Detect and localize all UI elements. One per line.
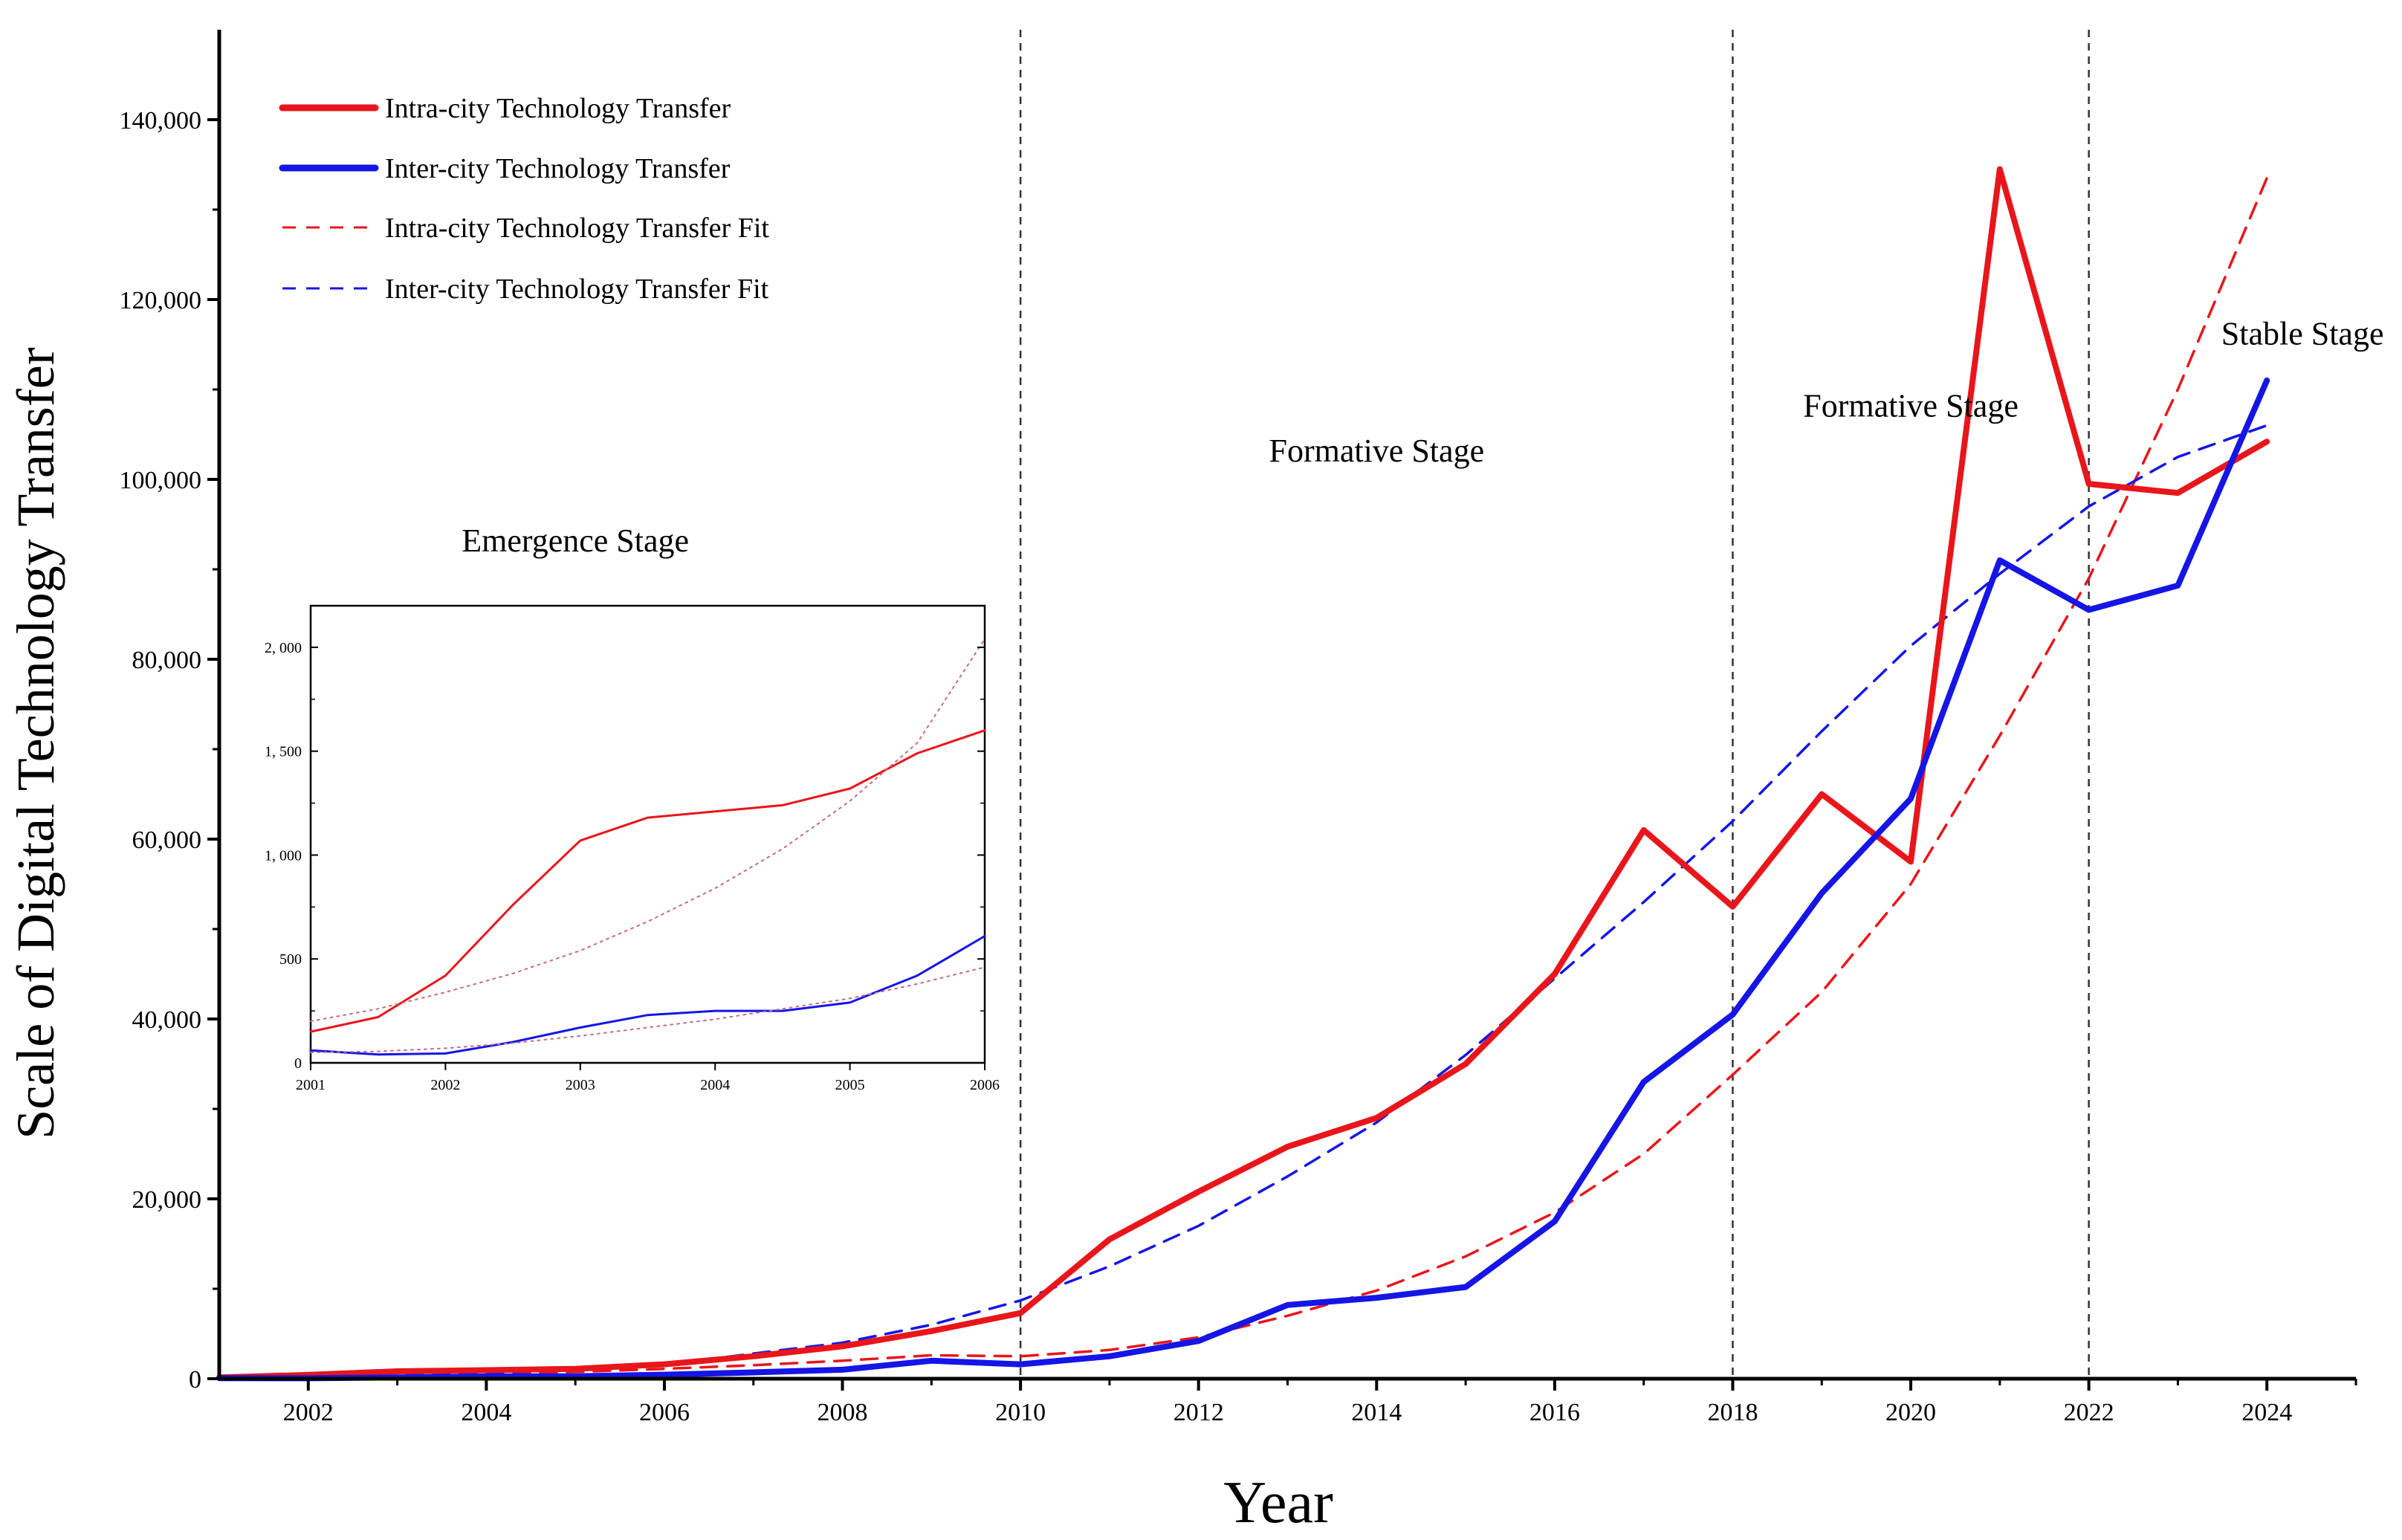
series-line-1 (216, 377, 2270, 1382)
x-tick-label-2014: 2014 (1351, 1399, 1402, 1426)
legend-label-0: Intra-city Technology Transfer (385, 93, 731, 124)
inset-y-tick-label: 0 (294, 1055, 302, 1072)
fit-lines (218, 176, 2268, 1380)
x-tick-label-2020: 2020 (1885, 1399, 1936, 1426)
y-tick-label: 120,000 (120, 287, 202, 314)
inset-y-tick-label: 1, 500 (265, 744, 302, 760)
stage-label-0: Emergence Stage (462, 522, 689, 559)
inset-x-tick-label: 2006 (970, 1077, 1000, 1093)
y-axis-title: Scale of Digital Technology Transfer (6, 347, 65, 1139)
inset-y-tick-label: 2, 000 (265, 640, 302, 656)
inset-x-tick-label: 2002 (430, 1077, 460, 1093)
y-tick-label: 80,000 (132, 647, 202, 674)
data-lines (216, 166, 2270, 1382)
x-tick-label-2022: 2022 (2064, 1399, 2114, 1426)
stage-label-2: Formative Stage (1803, 387, 2019, 424)
x-tick-label-2018: 2018 (1707, 1399, 1758, 1426)
stage-label-1: Formative Stage (1269, 433, 1484, 469)
series-line-2 (218, 176, 2268, 1380)
x-tick-label-2006: 2006 (639, 1399, 690, 1426)
y-tick-label: 0 (189, 1366, 201, 1394)
series-line-0 (216, 166, 2270, 1381)
inset-x-tick-label: 2001 (296, 1077, 326, 1093)
x-tick-label-2024: 2024 (2241, 1399, 2292, 1426)
inset-series-line-1 (309, 935, 986, 1056)
legend-label-1: Inter-city Technology Transfer (385, 153, 731, 184)
stage-label-3: Stable Stage (2221, 316, 2384, 352)
y-tick-label: 20,000 (132, 1186, 202, 1214)
series-line-3 (218, 424, 2268, 1380)
x-tick-label-2016: 2016 (1529, 1399, 1580, 1426)
x-tick-label-2012: 2012 (1174, 1399, 1224, 1426)
inset-x-tick-label: 2005 (835, 1077, 865, 1093)
y-tick-label: 60,000 (132, 826, 202, 854)
tick-labels: 2002 2004 2006 2008 2010 2012 2014 2016 2018 2020… (120, 107, 2357, 1426)
y-tick-label: 40,000 (132, 1006, 202, 1034)
legend-label-2: Intra-city Technology Transfer Fit (385, 213, 769, 244)
x-tick-label-2008: 2008 (818, 1399, 868, 1426)
y-tick-label: 140,000 (120, 107, 202, 135)
y-tick-label: 100,000 (120, 467, 202, 494)
x-tick-label-2010: 2010 (995, 1399, 1046, 1426)
stage-divider-lines (1019, 30, 2090, 1379)
stage-annotations: Emergence Stage Formative Stage Formative … (462, 316, 2383, 559)
inset-series-line-2 (310, 638, 985, 1023)
inset-y-tick-label: 500 (279, 951, 302, 968)
inset-series-line-0 (309, 729, 986, 1033)
inset-frame-box (309, 604, 986, 1064)
inset-y-tick-label: 1, 000 (265, 847, 302, 864)
inset-chart (309, 604, 986, 1064)
inset-x-tick-label: 2003 (566, 1077, 595, 1093)
x-tick-label-2002: 2002 (283, 1399, 334, 1426)
x-tick-label-2004: 2004 (461, 1399, 511, 1426)
inset-content: 2001 2002 2003 2004 2005 2006 0 500 1, 000 1, 500… (265, 638, 1000, 1093)
legend: Intra-city Technology Transfer Inter-city… (279, 93, 769, 305)
inset-x-tick-label: 2004 (700, 1077, 730, 1093)
x-axis-title: Year (1223, 1470, 1333, 1536)
legend-label-3: Inter-city Technology Transfer Fit (385, 274, 769, 305)
